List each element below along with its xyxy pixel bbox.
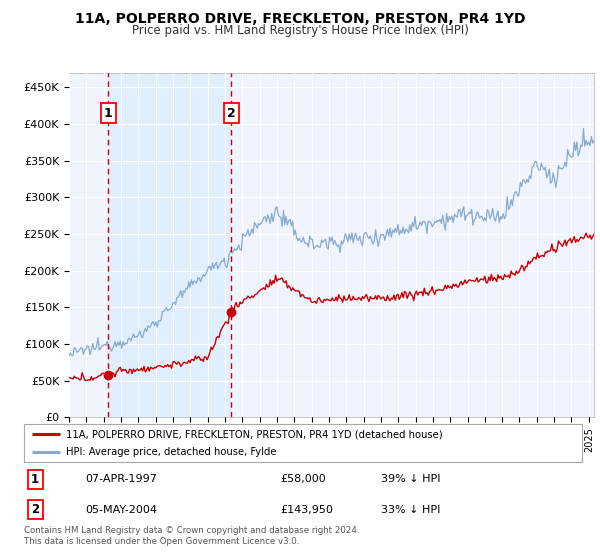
Text: £143,950: £143,950 [281, 505, 334, 515]
Text: 2: 2 [227, 106, 235, 120]
Bar [109, 73, 231, 417]
Text: HPI: Average price, detached house, Fylde: HPI: Average price, detached house, Fyld… [66, 447, 277, 458]
Text: £58,000: £58,000 [281, 474, 326, 484]
Text: 05-MAY-2004: 05-MAY-2004 [85, 505, 157, 515]
Text: Contains HM Land Registry data © Crown copyright and database right 2024.
This d: Contains HM Land Registry data © Crown c… [24, 526, 359, 546]
Text: 39% ↓ HPI: 39% ↓ HPI [381, 474, 440, 484]
Text: 2: 2 [31, 503, 39, 516]
Text: Price paid vs. HM Land Registry's House Price Index (HPI): Price paid vs. HM Land Registry's House … [131, 24, 469, 36]
Text: 1: 1 [104, 106, 113, 120]
Text: 11A, POLPERRO DRIVE, FRECKLETON, PRESTON, PR4 1YD: 11A, POLPERRO DRIVE, FRECKLETON, PRESTON… [75, 12, 525, 26]
Text: 11A, POLPERRO DRIVE, FRECKLETON, PRESTON, PR4 1YD (detached house): 11A, POLPERRO DRIVE, FRECKLETON, PRESTON… [66, 429, 442, 439]
Text: 1: 1 [31, 473, 39, 486]
Text: 33% ↓ HPI: 33% ↓ HPI [381, 505, 440, 515]
Text: 07-APR-1997: 07-APR-1997 [85, 474, 157, 484]
